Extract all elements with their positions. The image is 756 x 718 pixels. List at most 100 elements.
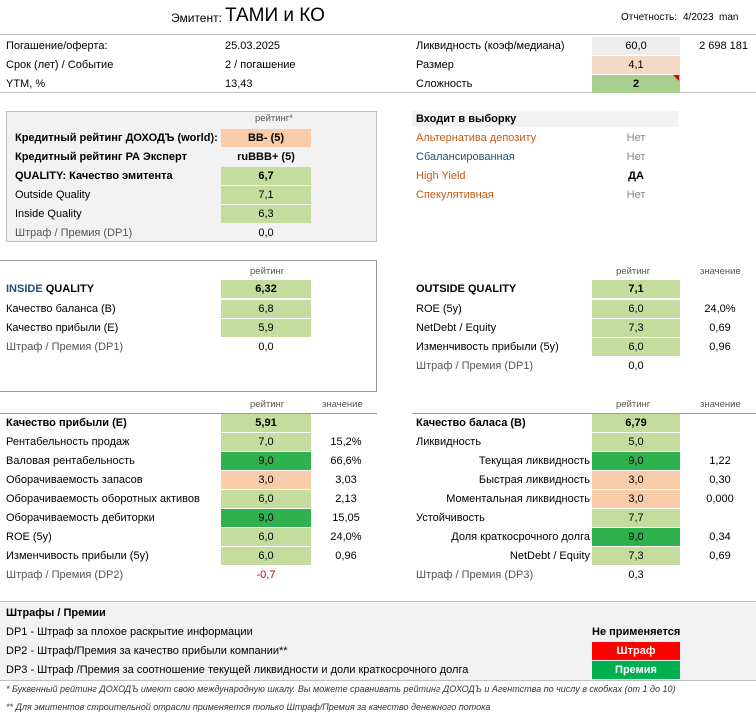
balance-row-value: 3,0 — [592, 471, 680, 489]
balance-row-value: 0,3 — [628, 569, 644, 581]
earnings-total: 5,91 — [221, 414, 311, 432]
balance-row-label: Быстрая ликвидность — [478, 474, 590, 486]
earnings-row-extra: 66,6% — [330, 455, 362, 467]
earnings-divider — [0, 413, 377, 414]
outside-row-label: ROE (5y) — [416, 303, 462, 315]
balance-title: Качество баласа (B) — [416, 417, 526, 429]
earnings-row-label: Оборачиваемость дебиторки — [6, 512, 155, 524]
outside-row-label: NetDebt / Equity — [416, 322, 497, 334]
top-bottom-border — [0, 92, 756, 93]
outside-title: OUTSIDE QUALITY — [416, 283, 517, 295]
inside-col-header: рейтинг — [250, 266, 285, 277]
inside-quality-total: 6,32 — [221, 280, 311, 298]
outside-row-label: Штраф / Премия (DP1) — [416, 360, 534, 372]
rating-label: Штраф / Премия (DP1) — [15, 227, 133, 239]
balance-row-label: Ликвидность — [416, 436, 482, 448]
penalty-dp3-status: Премия — [592, 661, 680, 679]
rating-expert-value: ruBBB+ (5) — [237, 151, 295, 163]
earnings-row-value: 6,0 — [221, 547, 311, 565]
outside-row-extra: 0,69 — [709, 322, 731, 334]
inside-title: INSIDE QUALITY — [6, 283, 95, 295]
outside-row-label: Изменчивость прибыли (5y) — [416, 341, 559, 353]
balance-row-label: NetDebt / Equity — [509, 550, 590, 562]
outside-row-extra: 0,96 — [709, 341, 731, 353]
earnings-row-extra: 15,05 — [332, 512, 360, 524]
balance-row-label: Моментальная ликвидность — [446, 493, 590, 505]
report-suffix: man — [719, 12, 739, 23]
earnings-row-label: Изменчивость прибыли (5y) — [6, 550, 149, 562]
quality-value: 6,7 — [221, 167, 311, 185]
earnings-row-label: Оборачиваемость оборотных активов — [6, 493, 200, 505]
earnings-row-value: 6,0 — [221, 490, 311, 508]
selection-label: Альтернатива депозиту — [416, 132, 537, 144]
issuer-label: Эмитент: — [171, 11, 222, 25]
balance-row-label: Текущая ликвидность — [478, 455, 590, 467]
selection-value: Нет — [626, 151, 646, 163]
inside-row-value: 6,8 — [221, 300, 311, 318]
inside-row-value: 0,0 — [258, 341, 274, 353]
outside-quality-value: 7,1 — [221, 186, 311, 204]
balance-row-value: 5,0 — [592, 433, 680, 451]
rating-dohod-value: BB- (5) — [221, 129, 311, 147]
balance-row-extra: 0,30 — [709, 474, 731, 486]
earnings-row-label: Рентабельность продаж — [6, 436, 130, 448]
earnings-row-label: ROE (5y) — [6, 531, 52, 543]
complexity-value: 2 — [592, 75, 680, 93]
rating-label: Кредитный рейтинг ДОХОДЪ (world): — [15, 132, 218, 144]
summary-label: Погашение/оферта: — [6, 40, 108, 52]
earnings-row-value: -0,7 — [256, 569, 276, 581]
balance-row-value: 9,0 — [592, 528, 680, 546]
balance-row-value: 9,0 — [592, 452, 680, 470]
penalty-dp2-status: Штраф — [592, 642, 680, 660]
summary-label: YTM, % — [6, 78, 46, 90]
balance-row-value: 7,7 — [592, 509, 680, 527]
earnings-row-value: 9,0 — [221, 452, 311, 470]
balance-row-label: Доля краткосрочного долга — [451, 531, 590, 543]
ratings-panel — [6, 111, 377, 242]
selection-label: Сбалансированная — [416, 151, 515, 163]
rating-label: Inside Quality — [15, 208, 82, 220]
earnings-row-value: 6,0 — [221, 528, 311, 546]
outside-col-header-2: значение — [700, 266, 741, 277]
balance-row-extra: 0,69 — [709, 550, 731, 562]
outside-row-extra: 24,0% — [704, 303, 736, 315]
selection-title: Входит в выборку — [416, 113, 517, 125]
report-period: 4/2023 — [683, 12, 714, 23]
issuer-name: ТАМИ и КО — [225, 5, 325, 26]
balance-divider — [412, 413, 756, 414]
inside-panel — [0, 260, 377, 392]
outside-col-header: рейтинг — [616, 266, 651, 277]
balance-row-label: Устойчивость — [416, 512, 485, 524]
inside-quality-value: 6,3 — [221, 205, 311, 223]
earnings-row-label: Штраф / Премия (DP2) — [6, 569, 124, 581]
rating-label: Outside Quality — [15, 189, 91, 201]
earnings-row-label: Оборачиваемость запасов — [6, 474, 143, 486]
penalty-dp1-status: Не применяется — [592, 626, 681, 638]
selection-value: ДА — [628, 170, 644, 182]
footnote-2: ** Для эмитентов строительной отрасли пр… — [6, 702, 491, 712]
balance-row-extra: 1,22 — [709, 455, 731, 467]
earnings-col-header-2: значение — [322, 399, 363, 410]
inside-row-label: Качество прибыли (E) — [6, 322, 119, 334]
size-label: Размер — [416, 59, 454, 71]
summary-label: Срок (лет) / Событие — [6, 59, 114, 71]
outside-row-value: 7,3 — [592, 319, 680, 337]
balance-row-value: 3,0 — [592, 490, 680, 508]
earnings-col-header: рейтинг — [250, 399, 285, 410]
summary-value: 2 / погашение — [225, 59, 296, 71]
liquidity-extra: 2 698 181 — [699, 40, 748, 52]
outside-quality-total: 7,1 — [592, 280, 680, 298]
top-border — [0, 34, 756, 35]
balance-total: 6,79 — [592, 414, 680, 432]
footnote-1: * Буквенный рейтинг ДОХОДЪ имеют свою ме… — [6, 684, 676, 694]
earnings-row-extra: 24,0% — [330, 531, 362, 543]
selection-label: High Yield — [416, 170, 466, 182]
earnings-row-value: 7,0 — [221, 433, 311, 451]
balance-row-value: 7,3 — [592, 547, 680, 565]
penalties-title: Штрафы / Премии — [6, 607, 106, 619]
balance-row-extra: 0,000 — [706, 493, 734, 505]
dp1-value: 0,0 — [258, 227, 274, 239]
summary-value: 13,43 — [225, 78, 253, 90]
outside-row-value: 6,0 — [592, 338, 680, 356]
selection-value: Нет — [626, 132, 646, 144]
